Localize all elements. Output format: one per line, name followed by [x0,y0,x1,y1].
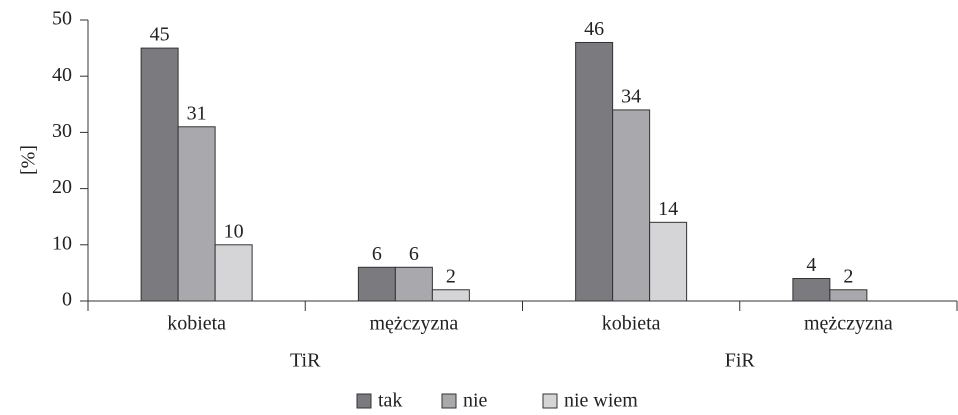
y-tick-label: 50 [52,8,72,30]
legend-swatch [356,393,372,409]
data-label: 34 [621,86,641,108]
legend-label: nie [463,390,488,412]
legend-swatch [441,393,457,409]
data-label: 10 [224,220,244,242]
data-label: 2 [843,265,853,287]
legend-label: tak [378,390,402,412]
y-tick-label: 40 [52,64,72,86]
data-label: 45 [150,24,170,46]
x-tick-label: kobieta [167,313,226,335]
bar [792,278,831,302]
bar [140,47,179,302]
data-label: 2 [446,265,456,287]
data-label: 46 [584,18,604,40]
y-tick-label: 0 [62,289,72,311]
bar [431,289,470,302]
bar [357,266,396,302]
bar [575,41,614,302]
data-label: 6 [409,243,419,265]
x-tick-label: kobieta [602,313,661,335]
y-tick-label: 10 [52,232,72,254]
bar [829,289,868,302]
x-tick-label: mężczyzna [804,313,893,335]
bar [612,109,651,302]
data-label: 14 [658,198,678,220]
legend-swatch [542,393,558,409]
bar [394,266,433,302]
group-label: FiR [725,350,756,372]
bar [214,244,253,302]
data-label: 6 [372,243,382,265]
legend-label: nie wiem [564,390,638,412]
y-tick-label: 20 [52,176,72,198]
data-label: 31 [187,102,207,124]
data-label: 4 [806,254,816,276]
y-tick-label: 30 [52,120,72,142]
group-label: TiR [290,350,321,372]
bar [649,221,688,302]
bar [177,126,216,302]
y-axis-label: [%] [18,145,40,175]
x-tick-label: mężczyzna [369,313,458,335]
